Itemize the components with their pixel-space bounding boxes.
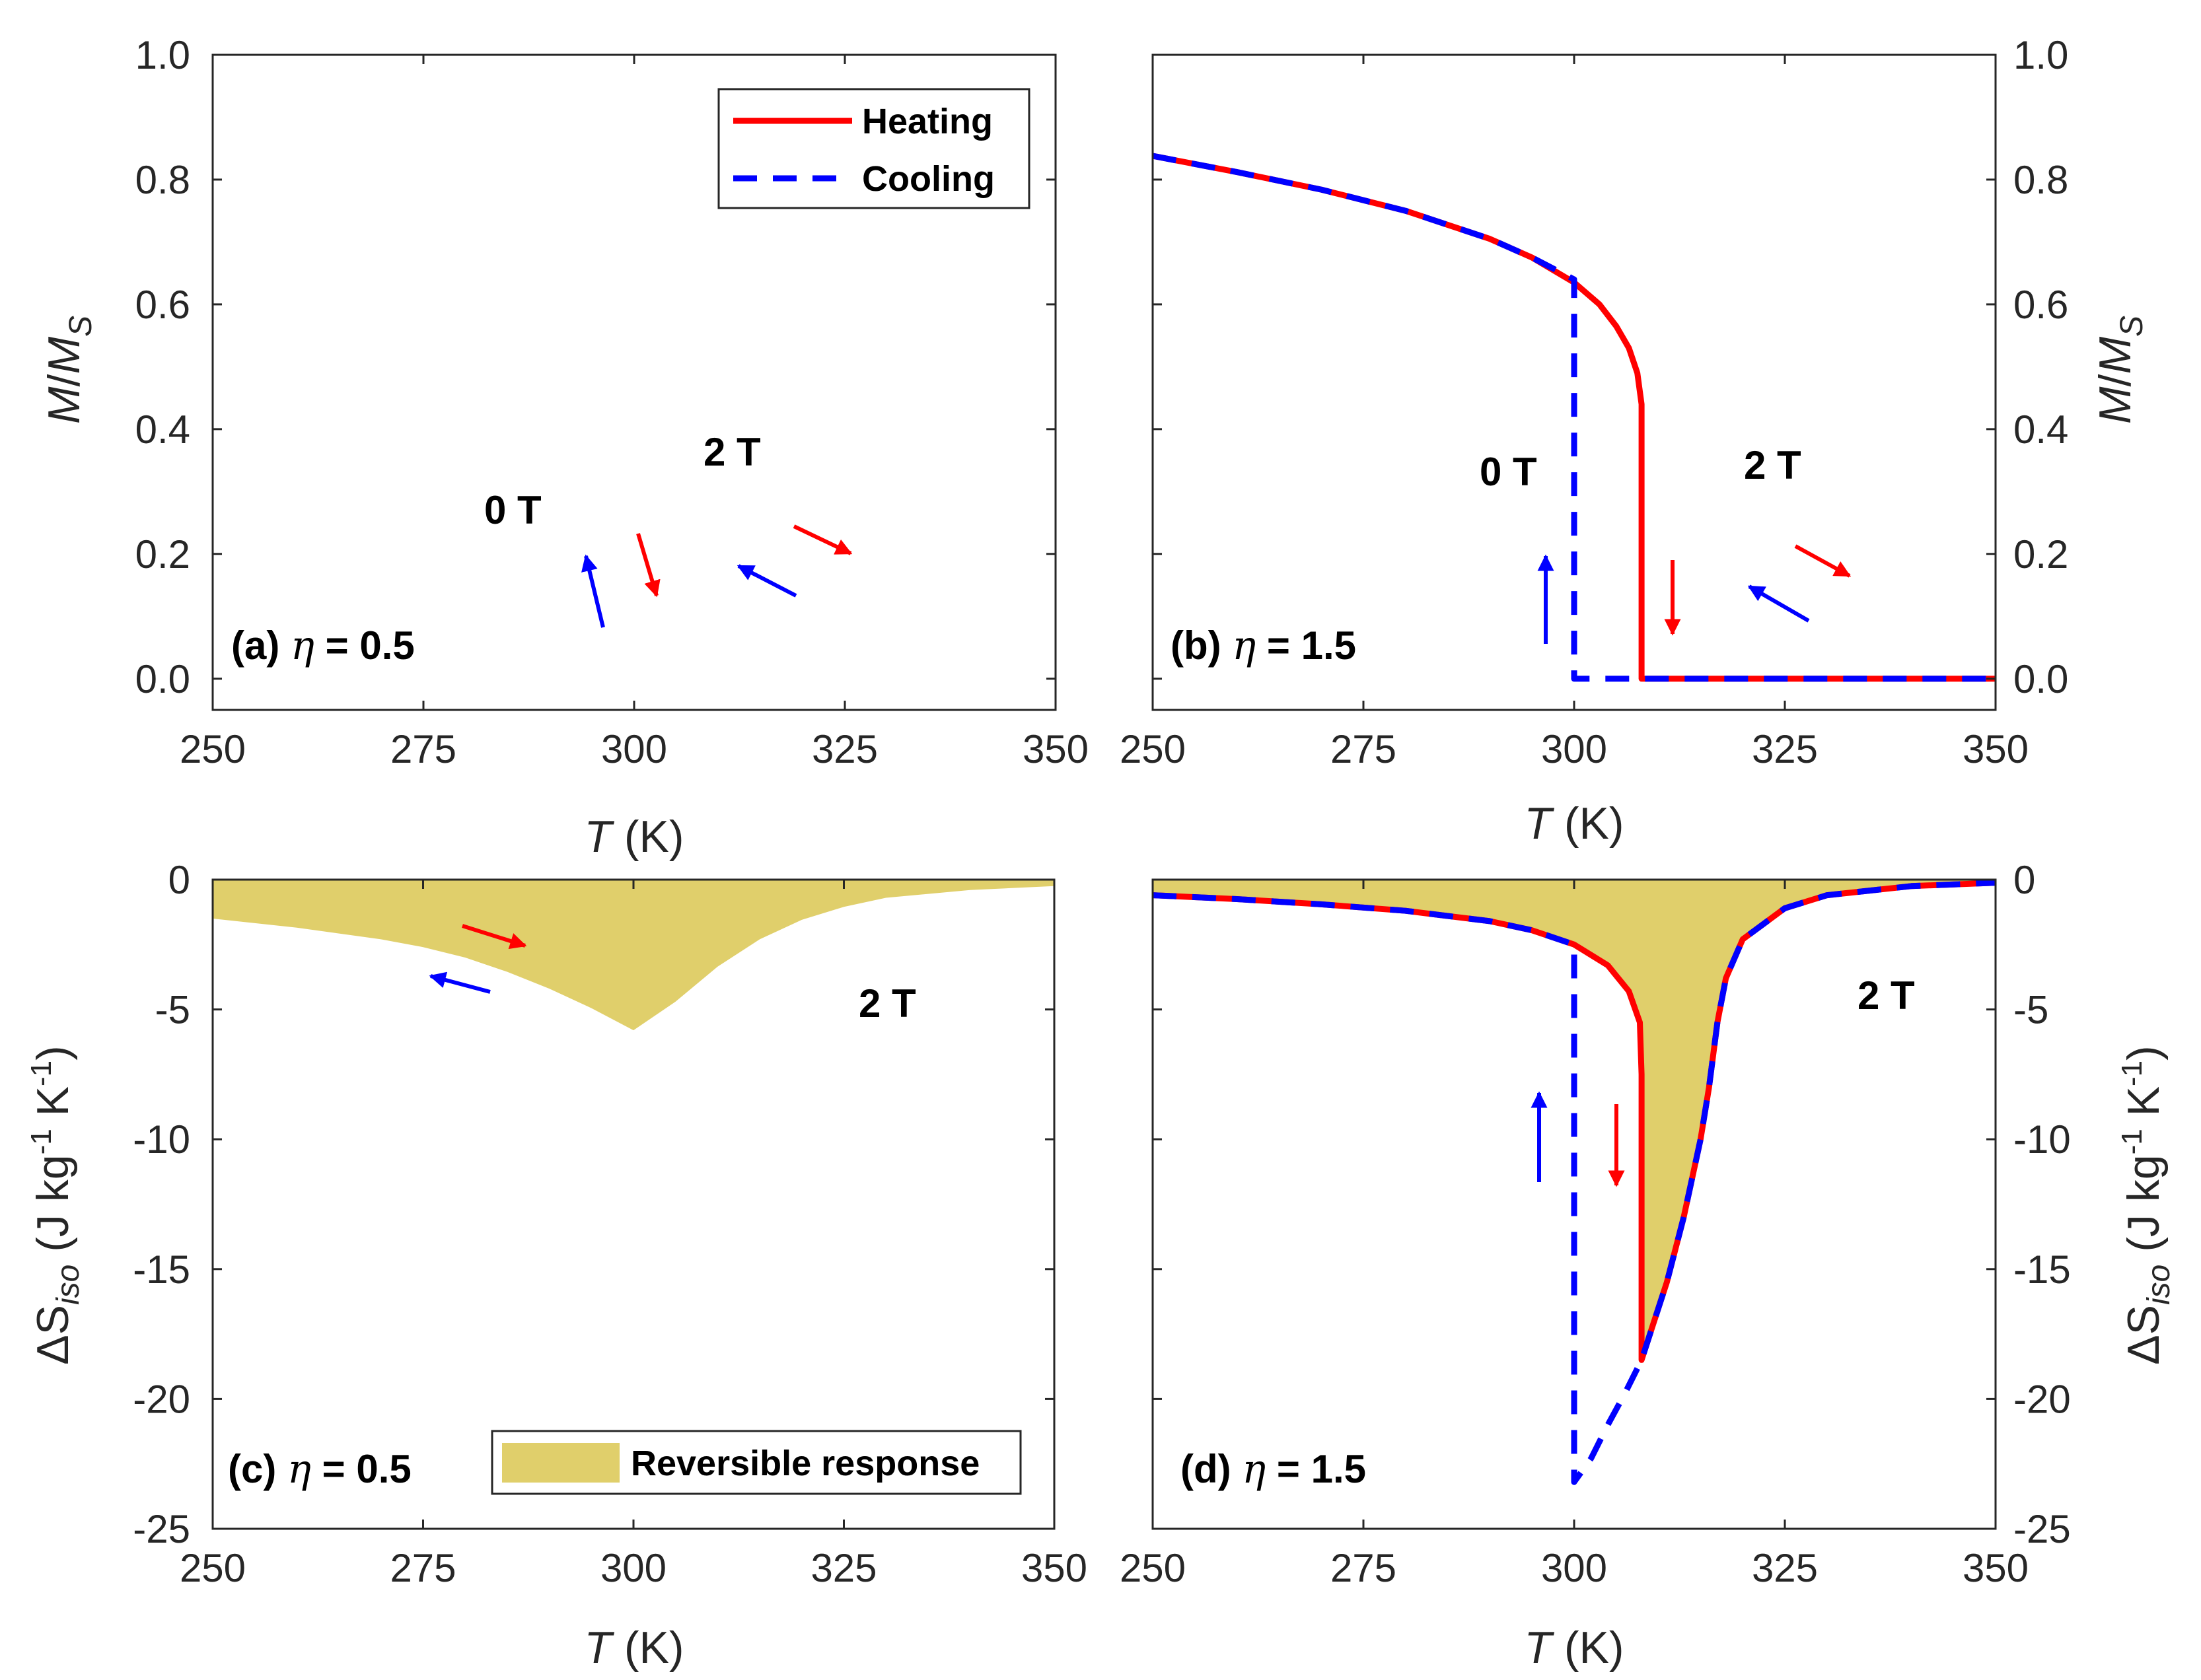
- panel-c-ytick-label: 0: [168, 858, 190, 902]
- panel-b-ytick-label: 0.6: [2013, 283, 2068, 327]
- panel-c: 250 275 300 325 350 0 -5 -10 -15 -20 -25 T (K) ΔSi…: [25, 858, 1087, 1673]
- panel-c-label: (c) η = 0.5: [228, 1446, 412, 1492]
- panel-d: 250 275 300 325 350 0 -5 -10 -15 -20 -25 T (K) ΔSi…: [1120, 858, 2177, 1673]
- panel-b-plot: [1152, 153, 1996, 682]
- panel-b-xtick-label: 325: [1752, 727, 1818, 771]
- panel-a-ticks: 250 275 300 325 350 0.0 0.2 0.4 0.6 0.8 1.0: [135, 33, 1089, 771]
- arrow-cooling-up-a: [581, 554, 605, 628]
- legend-main: Heating Cooling: [717, 88, 1030, 209]
- panel-b-series-1-cooling: [1152, 153, 1996, 682]
- panel-a-xlabel: T (K): [584, 812, 684, 862]
- panel-a-ytick-label: 1.0: [135, 33, 190, 77]
- arrow-cooling-left-b: [1747, 584, 1810, 623]
- panel-a-label: (a) η = 0.5: [231, 623, 415, 669]
- panel-a-annotation-2T: 2 T: [704, 430, 761, 474]
- panel-b-annotation-0T: 0 T: [1480, 450, 1537, 494]
- panel-d-plot: [1152, 880, 1996, 1485]
- panel-b-xtick-label: 350: [1963, 727, 2029, 771]
- panel-b-ytick-label: 0.8: [2013, 158, 2068, 202]
- panel-b-ytick-label: 0.2: [2013, 532, 2068, 577]
- panel-b-ylabel: M/MS: [2090, 316, 2149, 424]
- panel-b-annotation-2T: 2 T: [1744, 443, 1801, 487]
- panel-c-ytick-label: -15: [133, 1247, 190, 1292]
- panel-c-ytick-label: -20: [133, 1377, 190, 1421]
- arrow-heating-down-a: [636, 533, 661, 598]
- panel-d-xtick-label: 275: [1330, 1546, 1396, 1590]
- panel-c-xtick-label: 325: [811, 1546, 877, 1590]
- panel-d-ytick-label: -10: [2013, 1117, 2071, 1162]
- panel-c-plot: [213, 880, 1054, 1031]
- legend-box: [717, 88, 1030, 209]
- panel-b-xtick-label: 300: [1541, 727, 1607, 771]
- panel-d-ytick-label: -15: [2013, 1247, 2071, 1292]
- panel-a-ytick-label: 0.2: [135, 532, 190, 577]
- panel-d-ticks: 250 275 300 325 350 0 -5 -10 -15 -20 -25: [1120, 858, 2071, 1590]
- panel-b-ytick-label: 0.4: [2013, 407, 2068, 452]
- panel-d-ytick-label: -20: [2013, 1377, 2071, 1421]
- arrow-heating-right-a: [793, 524, 853, 555]
- panel-a-ytick-label: 0.4: [135, 407, 190, 452]
- panel-c-ytick-label: -25: [133, 1507, 190, 1551]
- arrow-heating-right-c: [462, 924, 527, 950]
- panel-c-ylabel: ΔSiso (J kg-1 K-1): [25, 1045, 86, 1365]
- panel-a-annotation-0T: 0 T: [484, 488, 542, 532]
- panel-b-xtick-label: 275: [1330, 727, 1396, 771]
- legend-reversible-swatch: [502, 1443, 620, 1483]
- panel-b-xtick-label: 250: [1120, 727, 1186, 771]
- panel-b-label: (b) η = 1.5: [1171, 623, 1356, 669]
- panel-d-ytick-label: -5: [2013, 988, 2048, 1032]
- panel-d-annotation-2T: 2 T: [1858, 973, 1915, 1018]
- panel-d-xtick-label: 325: [1752, 1546, 1818, 1590]
- legend-reversible-label: Reversible response: [631, 1444, 980, 1483]
- panel-d-xtick-label: 250: [1120, 1546, 1186, 1590]
- panel-a-xtick-label: 300: [601, 727, 667, 771]
- panel-b-ytick-label: 0.0: [2013, 657, 2068, 701]
- panel-d-ylabel: ΔSiso (J kg-1 K-1): [2116, 1045, 2177, 1365]
- panel-c-ytick-label: -5: [155, 988, 190, 1032]
- panel-b-series-0-heating: [1152, 153, 1996, 682]
- panel-d-ytick-label: -25: [2013, 1507, 2071, 1551]
- panel-d-xlabel: T (K): [1524, 1623, 1624, 1673]
- panel-a-xtick-label: 325: [812, 727, 878, 771]
- arrow-cooling-left-c: [429, 971, 491, 994]
- panel-c-xtick-label: 250: [180, 1546, 246, 1590]
- panel-d-ytick-label: 0: [2013, 858, 2035, 902]
- panel-d-series-1-cooling: [1152, 880, 1996, 1485]
- panel-a-xtick-label: 250: [180, 727, 246, 771]
- panel-d-xtick-label: 300: [1541, 1546, 1607, 1590]
- panel-b-ticks: 250 275 300 325 350 0.0 0.2 0.4 0.6 0.8 1.0: [1120, 33, 2068, 771]
- panel-c-reversible-area: [213, 880, 1054, 1031]
- panel-a-ytick-label: 0.0: [135, 657, 190, 701]
- legend-reversible: Reversible response: [491, 1430, 1022, 1495]
- panel-a-xtick-label: 350: [1023, 727, 1089, 771]
- panel-c-ticks: 250 275 300 325 350 0 -5 -10 -15 -20 -25: [133, 858, 1087, 1590]
- panel-a-ytick-label: 0.8: [135, 158, 190, 202]
- panel-d-xtick-label: 350: [1963, 1546, 2029, 1590]
- panel-c-xtick-label: 350: [1021, 1546, 1087, 1590]
- legend-cooling-label: Cooling: [862, 159, 995, 199]
- panel-c-xlabel: T (K): [584, 1623, 684, 1673]
- legend-heating-label: Heating: [862, 102, 993, 141]
- panel-a-ytick-label: 0.6: [135, 283, 190, 327]
- panel-a-ylabel: M/MS: [39, 316, 98, 424]
- panel-c-xtick-label: 275: [390, 1546, 456, 1590]
- arrow-heating-right-b: [1794, 544, 1852, 578]
- panel-c-annotation-2T: 2 T: [859, 981, 916, 1026]
- panel-b-xlabel: T (K): [1524, 798, 1624, 849]
- arrow-cooling-left-a: [737, 564, 797, 598]
- panel-c-ytick-label: -10: [133, 1117, 190, 1162]
- panel-a-xtick-label: 275: [390, 727, 456, 771]
- panel-d-label: (d) η = 1.5: [1180, 1446, 1366, 1492]
- panel-c-xtick-label: 300: [600, 1546, 667, 1590]
- panel-b-ytick-label: 1.0: [2013, 33, 2068, 77]
